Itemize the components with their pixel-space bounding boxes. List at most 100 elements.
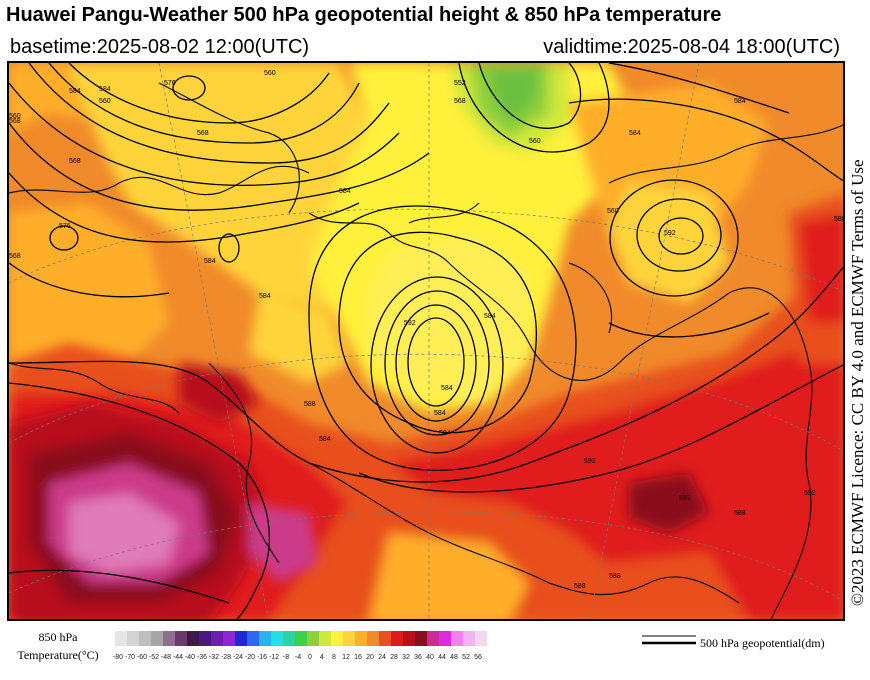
color-bar-swatch	[175, 631, 187, 646]
contour-labels: 584 584 576 568 560 552 568 584 560 592 …	[9, 70, 843, 590]
color-bar-tick-label: 36	[414, 654, 422, 661]
contour-label: 592	[584, 458, 596, 465]
color-bar-tick-label: 56	[474, 654, 482, 661]
contour-label: 584	[339, 188, 351, 195]
color-bar-swatch	[235, 631, 247, 646]
color-bar-tick-label: 24	[378, 654, 386, 661]
contour-label: 568	[197, 130, 209, 137]
contour-label: 552	[454, 80, 466, 87]
color-bar-swatch	[127, 631, 139, 646]
color-bar-swatch	[415, 631, 427, 646]
color-bar-tick-label: -52	[148, 654, 160, 661]
color-bar	[115, 631, 487, 646]
color-bar-tick-label: -60	[136, 654, 148, 661]
color-bar-swatch	[139, 631, 151, 646]
color-bar-tick-label: 32	[402, 654, 410, 661]
color-bar-swatch	[259, 631, 271, 646]
basetime-label: basetime:2025-08-02 12:00(UTC)	[10, 36, 310, 58]
contour-label: 584	[259, 293, 271, 300]
color-bar-swatch	[463, 631, 475, 646]
color-bar-tick-label: 40	[426, 654, 434, 661]
color-bar-tick-label: 16	[354, 654, 362, 661]
color-bar-swatch	[247, 631, 259, 646]
color-bar-tick-label: -70	[124, 654, 136, 661]
color-bar-swatch	[391, 631, 403, 646]
chart-title: Huawei Pangu-Weather 500 hPa geopotentia…	[6, 4, 722, 26]
color-bar-swatch	[319, 631, 331, 646]
color-bar-swatch	[307, 631, 319, 646]
contour-label: 568	[9, 253, 21, 260]
contour-label: 584	[319, 436, 331, 443]
graticule	[9, 63, 843, 619]
color-bar-swatch	[379, 631, 391, 646]
contour-label: 584	[69, 88, 81, 95]
contour-label: 588	[609, 573, 621, 580]
color-bar-tick-label: -8	[282, 654, 290, 661]
color-bar-tick-label: -48	[160, 654, 172, 661]
color-bar-tick-label: 4	[320, 654, 324, 661]
contour-label: 592	[804, 490, 816, 497]
color-bar-tick-label: 0	[308, 654, 312, 661]
contour-label: 584	[99, 86, 111, 93]
contour-label: 560	[264, 70, 276, 77]
legend-label-line2: Temperature(°C)	[17, 648, 99, 662]
contour-label: 560	[99, 98, 111, 105]
color-bar-swatch	[151, 631, 163, 646]
contour-key-label: 500 hPa geopotential(dm)	[700, 636, 825, 650]
map-svg: 584 584 576 568 560 552 568 584 560 592 …	[9, 63, 843, 619]
license-text: ©2023 ECMWF Licence: CC BY 4.0 and ECMWF…	[848, 159, 867, 606]
color-bar-tick-label: 52	[462, 654, 470, 661]
color-bar-swatch	[283, 631, 295, 646]
color-bar-swatch	[439, 631, 451, 646]
color-bar-swatch	[367, 631, 379, 646]
contour-label: 588	[734, 510, 746, 517]
height-contours	[9, 63, 843, 619]
color-bar-tick-label: -28	[220, 654, 232, 661]
legend-label-line1: 850 hPa	[38, 630, 78, 644]
color-bar-swatch	[403, 631, 415, 646]
contour-label: 584	[484, 313, 496, 320]
color-bar-swatch	[115, 631, 127, 646]
contour-key-lines	[642, 635, 696, 645]
weather-map: 584 584 576 568 560 552 568 584 560 592 …	[7, 61, 845, 621]
color-bar-swatch	[199, 631, 211, 646]
color-bar-swatch	[331, 631, 343, 646]
temperature-legend-label: 850 hPa Temperature(°C)	[4, 628, 112, 664]
contour-label: 592	[664, 230, 676, 237]
contour-label: 568	[454, 98, 466, 105]
color-bar-swatch	[355, 631, 367, 646]
contour-label: 560	[529, 138, 541, 145]
contour-label: 568	[9, 118, 21, 125]
contour-label: 568	[69, 158, 81, 165]
color-bar-tick-label: 8	[332, 654, 336, 661]
color-bar-swatch	[163, 631, 175, 646]
contour-label: 592	[404, 320, 416, 327]
color-bar-tick-label: -80	[112, 654, 124, 661]
contour-label: 584	[629, 130, 641, 137]
color-bar-tick-label: 20	[366, 654, 374, 661]
contour-label: 560	[607, 208, 619, 215]
contour-label: 592	[679, 495, 691, 502]
contour-label: 584	[734, 98, 746, 105]
color-bar-tick-label: -40	[184, 654, 196, 661]
contour-label: 576	[164, 80, 176, 87]
contour-label: 584	[434, 410, 446, 417]
color-bar-swatch	[187, 631, 199, 646]
color-bar-tick-label: -20	[244, 654, 256, 661]
contour-label: 560	[9, 113, 21, 120]
contour-label: 584	[204, 258, 216, 265]
color-bar-tick-label: 12	[342, 654, 350, 661]
contour-label: 584	[441, 385, 453, 392]
color-bar-tick-label: -12	[268, 654, 280, 661]
color-bar-swatch	[223, 631, 235, 646]
contour-label: 584	[439, 430, 451, 437]
color-bar-tick-label: -16	[256, 654, 268, 661]
color-bar-tick-label: -24	[232, 654, 244, 661]
color-bar-swatch	[451, 631, 463, 646]
contour-label: 576	[59, 223, 71, 230]
color-bar-swatch	[295, 631, 307, 646]
color-bar-swatch	[475, 631, 487, 646]
contour-label: 588	[304, 401, 316, 408]
validtime-label: validtime:2025-08-04 18:00(UTC)	[543, 36, 840, 58]
color-bar-swatch	[343, 631, 355, 646]
